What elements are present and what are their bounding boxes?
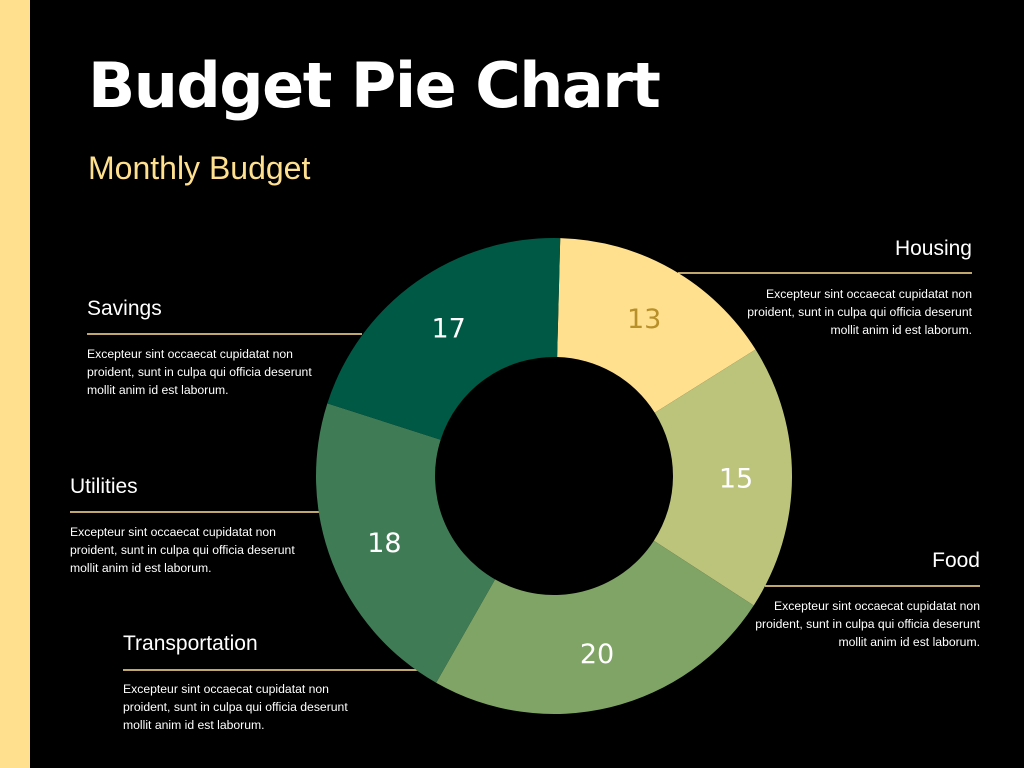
legend-utilities: Utilities Excepteur sint occaecat cupida… — [70, 476, 295, 577]
slice-label-transportation: 20 — [580, 639, 614, 670]
slice-label-utilities: 18 — [367, 528, 401, 559]
legend-savings-name: Savings — [87, 298, 312, 319]
legend-transportation: Transportation Excepteur sint occaecat c… — [123, 633, 348, 734]
legend-transportation-name: Transportation — [123, 633, 348, 654]
slice-label-savings: 17 — [431, 314, 465, 345]
legend-savings-description: Excepteur sint occaecat cupidatat non pr… — [87, 345, 312, 399]
legend-food: Food Excepteur sint occaecat cupidatat n… — [740, 550, 980, 651]
slice-label-food: 15 — [719, 463, 753, 494]
legend-savings: Savings Excepteur sint occaecat cupidata… — [87, 298, 312, 399]
legend-transportation-description: Excepteur sint occaecat cupidatat non pr… — [123, 680, 348, 734]
legend-utilities-description: Excepteur sint occaecat cupidatat non pr… — [70, 523, 295, 577]
slice-label-housing: 13 — [627, 304, 661, 335]
legend-utilities-name: Utilities — [70, 476, 295, 497]
legend-housing: Housing Excepteur sint occaecat cupidata… — [732, 238, 972, 339]
legend-food-name: Food — [740, 550, 980, 571]
legend-housing-name: Housing — [732, 238, 972, 259]
legend-housing-description: Excepteur sint occaecat cupidatat non pr… — [732, 285, 972, 339]
legend-food-description: Excepteur sint occaecat cupidatat non pr… — [740, 597, 980, 651]
